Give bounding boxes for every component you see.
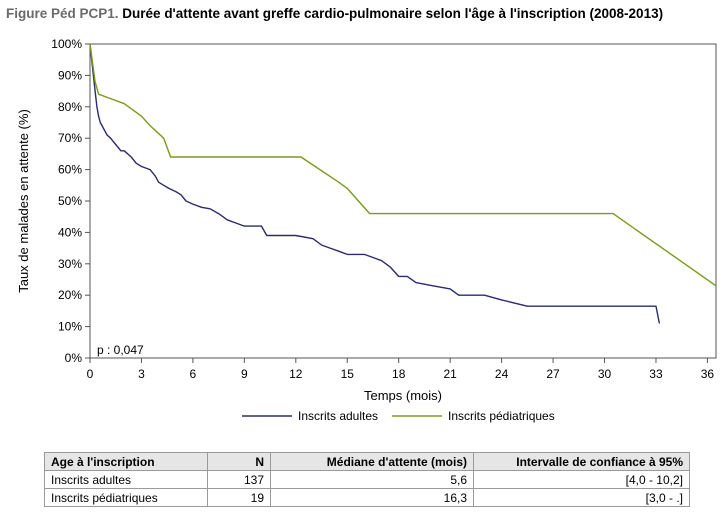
x-axis: 0 3 6 9 12 15 18 21 24 27 30 33 36 <box>87 358 715 381</box>
x-tick-label: 18 <box>392 367 406 381</box>
y-tick-label: 90% <box>58 68 82 82</box>
series-line-adultes <box>89 43 661 324</box>
cell-n: 19 <box>207 488 271 507</box>
x-tick-label: 24 <box>495 367 509 381</box>
x-axis-title: Temps (mois) <box>364 388 442 403</box>
y-tick-label: 60% <box>58 163 82 177</box>
figure-label: Figure Péd PCP1. <box>6 6 119 21</box>
header-median: Médiane d'attente (mois) <box>270 452 474 471</box>
table-header-row: Age à l'inscription N Médiane d'attente … <box>44 452 690 471</box>
header-n: N <box>207 452 271 471</box>
table-row: Inscrits pédiatriques 19 16,3 [3,0 - .] <box>44 488 690 507</box>
x-tick-label: 12 <box>289 367 303 381</box>
cell-ci: [3,0 - .] <box>473 488 690 507</box>
legend-label: Inscrits pédiatriques <box>448 409 555 423</box>
y-axis: 0% 10% 20% 30% 40% 50% 60% 70% 80% 90% 100% <box>51 37 90 365</box>
y-tick-label: 50% <box>58 194 82 208</box>
survival-chart: 0%10%20%30%40%50%60%70%80%90%100% 0 3 6 9 12… <box>16 37 717 423</box>
cell-median: 16,3 <box>270 488 474 507</box>
x-tick-label: 33 <box>649 367 663 381</box>
p-value-annotation: p : 0,047 <box>97 343 144 357</box>
y-tick-label: 70% <box>58 131 82 145</box>
x-tick-label: 3 <box>138 367 145 381</box>
x-tick-label: 0 <box>87 367 94 381</box>
x-tick-label: 36 <box>701 367 715 381</box>
cell-n: 137 <box>207 470 271 489</box>
y-tick-label: 10% <box>58 320 82 334</box>
y-tick-label: 0% <box>65 351 83 365</box>
x-tick-label: 21 <box>443 367 457 381</box>
y-tick-label: 30% <box>58 257 82 271</box>
cell-ci: [4,0 - 10,2] <box>473 470 690 489</box>
series-line-pediatriques <box>89 43 717 287</box>
legend-label: Inscrits adultes <box>298 409 378 423</box>
figure-title: Figure Péd PCP1. Durée d'attente avant g… <box>6 6 663 21</box>
stats-table: Age à l'inscription N Médiane d'attente … <box>44 452 690 507</box>
x-tick-label: 9 <box>241 367 248 381</box>
x-tick-label: 30 <box>598 367 612 381</box>
y-tick-label: 20% <box>58 288 82 302</box>
cell-group: Inscrits pédiatriques <box>44 488 208 507</box>
figure-title-text: Durée d'attente avant greffe cardio-pulm… <box>122 6 664 21</box>
x-tick-label: 15 <box>341 367 355 381</box>
table-row: Inscrits adultes 137 5,6 [4,0 - 10,2] <box>44 470 690 489</box>
header-ci: Intervalle de confiance à 95% <box>473 452 690 471</box>
cell-group: Inscrits adultes <box>44 470 208 489</box>
plot-frame <box>89 43 717 359</box>
cell-median: 5,6 <box>270 470 474 489</box>
x-tick-label: 27 <box>546 367 560 381</box>
header-age: Age à l'inscription <box>44 452 208 471</box>
y-tick-label: 100% <box>51 37 82 51</box>
y-tick-label: 40% <box>58 225 82 239</box>
x-tick-label: 6 <box>190 367 197 381</box>
series-layer <box>89 43 717 324</box>
y-tick-label: 80% <box>58 100 82 114</box>
y-axis-title: Taux de malades en attente (%) <box>16 109 31 293</box>
legend: Inscrits adultes Inscrits pédiatriques <box>242 409 555 423</box>
